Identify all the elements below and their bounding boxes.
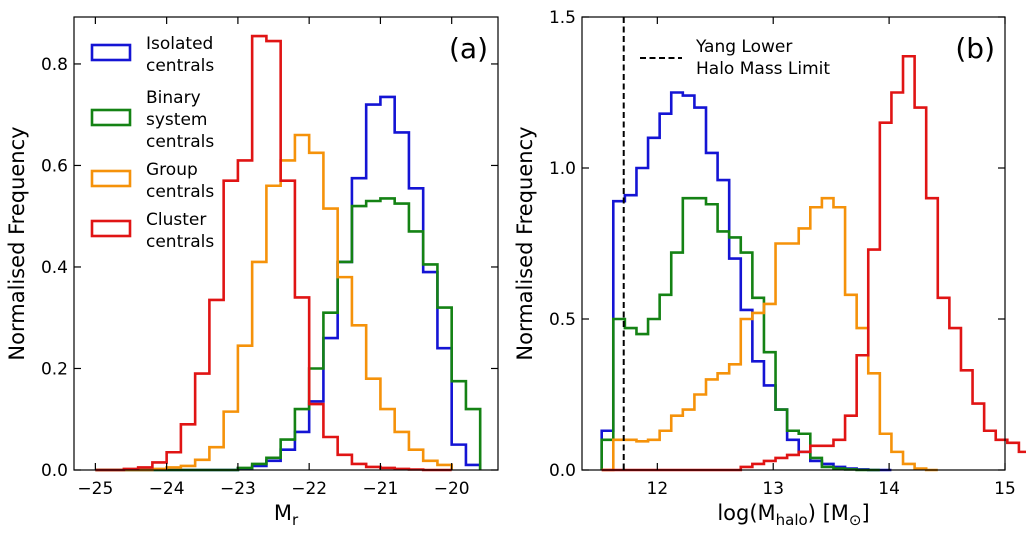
y-tick-label: 0.0 [41,461,68,481]
legend-label-2: Group centrals [146,160,214,202]
x-axis-label: log(Mhalo) [M⊙] [717,501,869,529]
x-tick-label: −24 [149,479,185,499]
y-tick-label: 0.5 [549,310,576,330]
y-tick-label: 1.0 [549,159,576,179]
x-tick-label: −22 [291,479,327,499]
x-tick-label: 13 [762,479,784,499]
legend-swatch-0 [90,43,132,62]
panel-label: (a) [449,32,488,65]
axes-frame [73,16,499,471]
x-tick-label: 14 [878,479,900,499]
x-axis-label: Mr [274,501,299,529]
legend-swatch-2 [90,169,132,188]
panel-a: −25 −24 −23 −22 −21 −20 0.0 0.2 0.4 0.6 0.8 Normali… [5,16,499,529]
y-tick-label: 1.5 [549,8,576,28]
series-2-histogram [95,133,453,472]
legend-label-3: Cluster centrals [146,210,214,252]
x-tick-label: −20 [434,479,470,499]
x-tick-label: 15 [994,479,1016,499]
legend-label-0: Isolated centrals [146,34,214,76]
y-tick-label: 0.0 [549,461,576,481]
series-3-histogram [95,34,452,472]
legend-swatch-3 [90,219,132,238]
axes-frame [581,16,1006,471]
legend-swatch-1 [90,108,132,127]
y-axis-label: Normalised Frequency [5,126,29,360]
x-tick-label: −23 [220,479,256,499]
panel-label: (b) [955,32,995,65]
y-tick-label: 0.8 [41,55,68,75]
panel-b: 12 13 14 15 0.0 0.5 1.0 1.5 Normalised Frequency… [513,8,1026,529]
series-3-histogram [601,54,1026,472]
x-tick-label: 12 [647,479,669,499]
series-1-histogram [600,196,880,472]
y-axis-label: Normalised Frequency [513,126,537,360]
x-tick-label: −25 [77,479,113,499]
y-tick-label: 0.6 [41,156,68,176]
legend-vline-label: Yang Lower Halo Mass Limit [695,37,830,79]
series-0-histogram [600,91,892,472]
x-tick-label: −21 [362,479,398,499]
series-0-histogram [95,95,482,472]
y-tick-label: 0.4 [41,258,68,278]
y-tick-label: 0.2 [41,359,68,379]
legend-label-1: Binary system centrals [146,88,214,152]
series-2-histogram [601,196,938,472]
